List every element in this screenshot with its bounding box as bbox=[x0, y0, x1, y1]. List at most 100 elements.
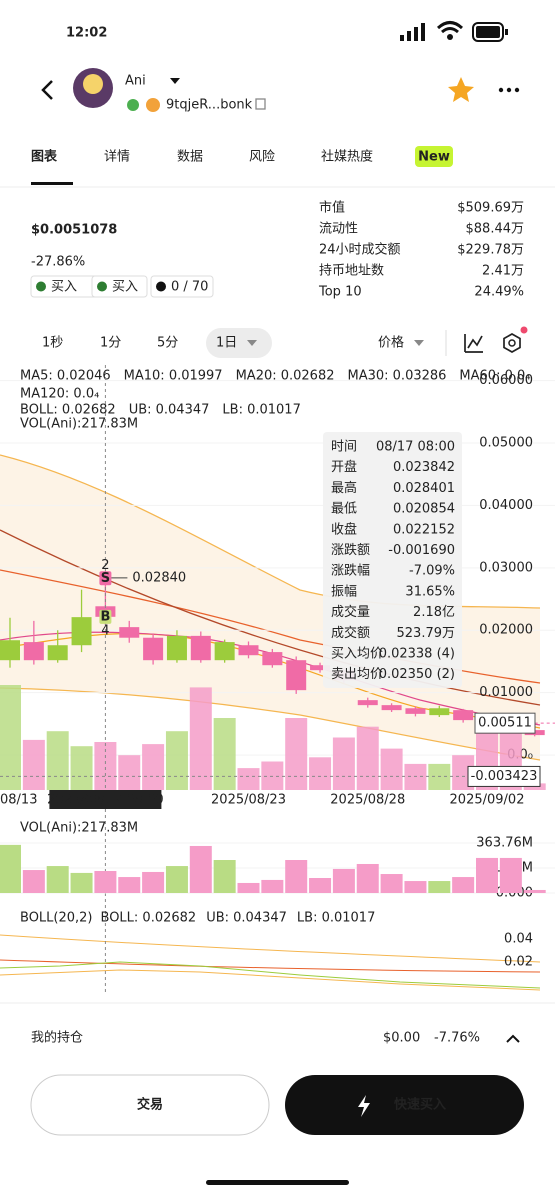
vol-panel-bar bbox=[309, 878, 332, 893]
home-indicator bbox=[206, 1180, 349, 1185]
position-label: 我的持仓 bbox=[31, 1030, 83, 1046]
volume-bar bbox=[261, 761, 284, 790]
candle-body bbox=[166, 635, 187, 661]
dropdown-icon[interactable] bbox=[170, 78, 180, 84]
volume-bar bbox=[356, 726, 379, 790]
trade-button[interactable] bbox=[30, 1074, 270, 1136]
trade-marker bbox=[99, 609, 112, 624]
interval[interactable]: 1分 bbox=[100, 336, 121, 351]
platform-icon bbox=[127, 99, 139, 111]
interval[interactable]: 1日 bbox=[216, 336, 237, 351]
tab[interactable]: 图表 bbox=[31, 149, 58, 165]
more-menu[interactable] bbox=[498, 87, 520, 93]
vol-panel-bar bbox=[452, 877, 475, 893]
stat-label: 持币地址数 bbox=[319, 264, 384, 279]
chain-icon bbox=[146, 98, 160, 112]
candle-body bbox=[310, 665, 331, 671]
volume-bar bbox=[118, 755, 141, 790]
vol-panel-bar bbox=[70, 872, 93, 893]
x-tick-label: 2025/08/28 bbox=[330, 793, 405, 808]
volume-bar bbox=[309, 757, 332, 790]
trade-button-label[interactable]: 交易 bbox=[137, 1097, 163, 1113]
tooltip-label: 收盘 bbox=[331, 521, 357, 537]
vol-panel-bar bbox=[118, 877, 141, 893]
new-badge bbox=[415, 146, 453, 167]
settings-icon[interactable] bbox=[503, 333, 521, 353]
tooltip-label: 涨跌幅 bbox=[331, 563, 370, 579]
token-address: 9tqjeR...bonk bbox=[166, 98, 253, 113]
volume-bar bbox=[237, 768, 260, 790]
x-tick-label: 08/13 bbox=[0, 793, 37, 808]
ma-legend: MA10: 0.01997 bbox=[124, 369, 223, 384]
tooltip-label: 开盘 bbox=[331, 459, 357, 475]
interval-dropdown[interactable] bbox=[247, 340, 257, 346]
tooltip-value: 2.18亿 bbox=[413, 605, 455, 620]
candle-body bbox=[429, 708, 450, 716]
volume-bar bbox=[332, 737, 355, 790]
action-chip[interactable] bbox=[91, 275, 148, 298]
tooltip bbox=[323, 432, 462, 688]
tooltip-value: 08/17 08:00 bbox=[376, 440, 455, 455]
quick-buy-button[interactable] bbox=[285, 1075, 524, 1135]
clock: 12:02 bbox=[66, 26, 107, 41]
tooltip-value: 0.02338 (4) bbox=[379, 647, 455, 662]
notification-dot bbox=[520, 326, 528, 334]
boll-panel-upper bbox=[0, 934, 541, 963]
interval[interactable]: 5分 bbox=[157, 336, 178, 351]
candle-body bbox=[47, 645, 68, 661]
candle-body bbox=[262, 652, 283, 666]
y-tick-label: 0.01000 bbox=[479, 685, 533, 700]
favorite-star[interactable] bbox=[448, 77, 474, 102]
boll-panel-lower bbox=[0, 969, 541, 991]
last-price-box bbox=[474, 712, 536, 734]
tab[interactable]: 详情 bbox=[104, 150, 130, 165]
vol-tick-label: 363.76M bbox=[476, 835, 533, 850]
vol-panel-bar bbox=[46, 866, 69, 893]
stat-value: 2.41万 bbox=[482, 264, 524, 279]
action-label: 买入 bbox=[112, 280, 138, 295]
back-button[interactable] bbox=[41, 80, 53, 100]
vol-panel-bar bbox=[22, 870, 45, 893]
ma-legend: MA120: 0.0₄ bbox=[20, 387, 99, 402]
tooltip-value: 0.028401 bbox=[393, 481, 455, 496]
stat-value: $229.78万 bbox=[457, 243, 524, 258]
indicator-icon[interactable] bbox=[464, 334, 483, 353]
volume-bar bbox=[165, 731, 188, 790]
tab[interactable]: 社媒热度 bbox=[321, 149, 373, 165]
vol-panel-bar bbox=[0, 844, 21, 893]
expand-icon[interactable] bbox=[506, 1034, 520, 1043]
vol-panel-bar bbox=[237, 882, 260, 893]
crosshair-date: 2025/08/17 08:00 bbox=[47, 793, 164, 808]
copy-icon[interactable] bbox=[255, 98, 266, 110]
vol-panel-bar bbox=[476, 857, 498, 893]
vol-panel-bar bbox=[523, 889, 546, 893]
action-label: 0 / 70 bbox=[171, 280, 208, 295]
boll-panel-legend: BOLL: 0.02682 bbox=[101, 911, 197, 926]
volume-bar bbox=[285, 718, 308, 790]
token-name: Ani bbox=[125, 74, 146, 89]
candle-body bbox=[214, 642, 235, 661]
vol-panel-bar bbox=[332, 868, 355, 893]
boll-legend: BOLL: 0.02682 bbox=[20, 403, 116, 418]
volume-bar bbox=[142, 744, 165, 790]
tab[interactable]: 数据 bbox=[177, 150, 203, 165]
quick-buy-label[interactable]: 快速买入 bbox=[394, 1097, 446, 1113]
interval[interactable]: 1秒 bbox=[42, 336, 63, 351]
vol-panel-bar bbox=[356, 863, 379, 893]
price-dropdown[interactable] bbox=[414, 340, 424, 346]
tooltip-value: 0.02350 (2) bbox=[379, 667, 455, 682]
tooltip-label: 成交额 bbox=[331, 625, 370, 641]
price-mode[interactable]: 价格 bbox=[378, 335, 404, 351]
x-tick-label: 2025/09/02 bbox=[450, 793, 525, 808]
candle-body bbox=[23, 642, 44, 661]
boll-legend: LB: 0.01017 bbox=[222, 403, 300, 418]
volume-bar bbox=[404, 763, 427, 790]
tab[interactable]: 风险 bbox=[249, 150, 275, 165]
new-badge-text: New bbox=[418, 150, 450, 165]
boll-panel-legend: UB: 0.04347 bbox=[206, 911, 287, 926]
tooltip-value: -0.001690 bbox=[388, 543, 455, 558]
boll-panel-mid bbox=[0, 959, 541, 973]
candle-body bbox=[238, 645, 259, 656]
action-chip[interactable] bbox=[150, 275, 214, 298]
